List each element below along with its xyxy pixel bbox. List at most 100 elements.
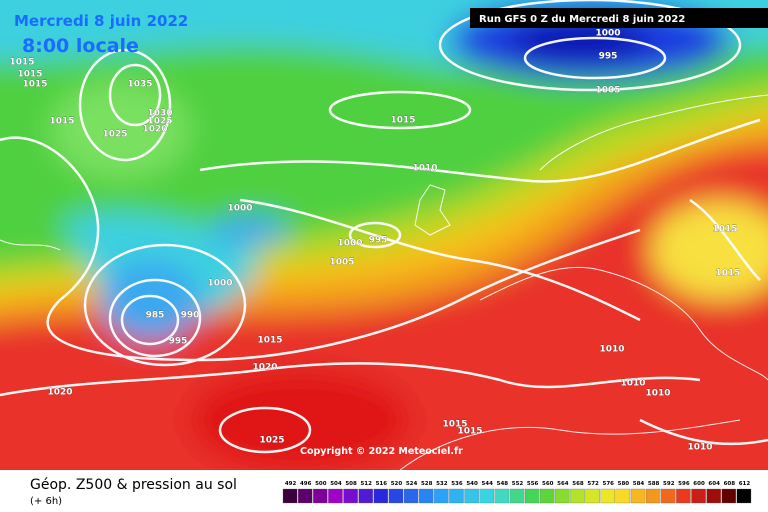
isobar-label: 1015 <box>712 225 737 235</box>
colorbar-swatch <box>297 488 313 504</box>
colorbar-swatch <box>373 488 389 504</box>
isobar-label: 1015 <box>9 58 34 68</box>
colorbar-swatch <box>479 488 494 504</box>
colorbar-label: 516 <box>376 481 388 487</box>
colorbar-swatch <box>630 488 646 504</box>
colorbar-swatch <box>358 488 373 504</box>
colorbar-swatch <box>555 488 570 504</box>
colorbar-label: 604 <box>708 481 720 487</box>
colorbar-label: 556 <box>527 481 539 487</box>
colorbar-swatch <box>736 488 752 504</box>
isobar-label: 1005 <box>595 86 620 96</box>
isobar-label: 1000 <box>337 239 362 249</box>
run-banner <box>470 8 768 28</box>
isobar-label: 1035 <box>127 80 152 90</box>
isobar-label: 990 <box>181 311 200 321</box>
isobar-label: 1005 <box>329 258 354 268</box>
isobar-label: 1010 <box>599 345 624 355</box>
colorbar-label: 520 <box>391 481 403 487</box>
colorbar-swatch <box>494 488 510 504</box>
isobar-label: 1015 <box>257 336 282 346</box>
isobar-label: 1000 <box>207 279 232 289</box>
colorbar-swatch <box>282 488 298 504</box>
colorbar-swatch <box>585 488 600 504</box>
colorbar-swatch <box>676 488 691 504</box>
run-label: Run GFS 0 Z du Mercredi 8 juin 2022 <box>479 14 685 25</box>
colorbar-label: 560 <box>542 481 554 487</box>
colorbar-swatch <box>403 488 419 504</box>
footer-title: Géop. Z500 & pression au sol <box>30 477 237 493</box>
colorbar-swatch <box>661 488 676 504</box>
isobar-label: 1020 <box>252 363 277 373</box>
isobar-label: 995 <box>599 52 618 62</box>
isobar-label: 1020 <box>47 388 72 398</box>
colorbar-label: 544 <box>481 481 493 487</box>
colorbar-swatch <box>388 488 404 504</box>
colorbar-label: 528 <box>421 481 433 487</box>
colorbar-swatch <box>615 488 631 504</box>
colorbar-label: 568 <box>572 481 584 487</box>
colorbar-label: 508 <box>345 481 357 487</box>
footer-lead: (+ 6h) <box>30 496 62 507</box>
colorbar-label: 576 <box>603 481 615 487</box>
colorbar-swatch <box>721 488 737 504</box>
colorbar-label: 596 <box>678 481 690 487</box>
colorbar-swatch <box>691 488 706 504</box>
colorbar-label: 584 <box>633 481 645 487</box>
colorbar-label: 504 <box>330 481 342 487</box>
colorbar-swatch <box>464 488 479 504</box>
colorbar-label: 572 <box>587 481 599 487</box>
isobar-label: 995 <box>369 236 388 246</box>
colorbar-label: 512 <box>360 481 372 487</box>
colorbar-label: 564 <box>557 481 569 487</box>
colorbar-label: 536 <box>451 481 463 487</box>
isobar-label: 1010 <box>620 379 645 389</box>
colorbar-swatch <box>434 488 449 504</box>
isobar-label: 1010 <box>645 389 670 399</box>
colorbar-label: 540 <box>466 481 478 487</box>
isobar-label: 1000 <box>227 204 252 214</box>
colorbar-swatch <box>419 488 434 504</box>
colorbar-swatch <box>509 488 525 504</box>
isobar-label: 1025 <box>147 117 172 127</box>
isobar-label: 1015 <box>49 117 74 127</box>
colorbar-label: 600 <box>693 481 705 487</box>
colorbar-label: 496 <box>300 481 312 487</box>
colorbar: 492 496 500 504 508 512 516 520 524 528 532 536 540 5… <box>282 481 752 504</box>
isobar-label: 1010 <box>687 443 712 453</box>
copyright: Copyright © 2022 Meteociel.fr <box>300 446 463 457</box>
colorbar-swatch <box>524 488 540 504</box>
isobar-label: 1010 <box>412 164 437 174</box>
isobar-label: 1020 <box>142 125 167 135</box>
colorbar-label: 500 <box>315 481 327 487</box>
colorbar-label: 532 <box>436 481 448 487</box>
isobar-label: 1015 <box>390 116 415 126</box>
isobar-label: 1015 <box>715 269 740 279</box>
colorbar-label: 552 <box>512 481 524 487</box>
colorbar-swatch <box>343 488 358 504</box>
colorbar-swatch <box>570 488 585 504</box>
colorbar-swatch <box>645 488 661 504</box>
colorbar-label: 588 <box>648 481 660 487</box>
isobar-label: 995 <box>169 337 188 347</box>
isobar-label: 1015 <box>17 70 42 80</box>
isobar-label: 1015 <box>442 420 467 430</box>
colorbar-label: 548 <box>497 481 509 487</box>
colorbar-label: 612 <box>739 481 751 487</box>
colorbar-swatch <box>313 488 328 504</box>
colorbar-label: 492 <box>285 481 297 487</box>
colorbar-swatch <box>328 488 343 504</box>
isobar-label: 1025 <box>259 436 284 446</box>
colorbar-swatch <box>540 488 555 504</box>
colorbar-swatch <box>600 488 615 504</box>
time-label: 8:00 locale <box>22 35 139 57</box>
colorbar-label: 580 <box>618 481 630 487</box>
isobar-label: 1015 <box>457 427 482 437</box>
isobar-label: 1025 <box>102 130 127 140</box>
isobar-label: 1000 <box>595 29 620 39</box>
colorbar-swatch <box>449 488 464 504</box>
